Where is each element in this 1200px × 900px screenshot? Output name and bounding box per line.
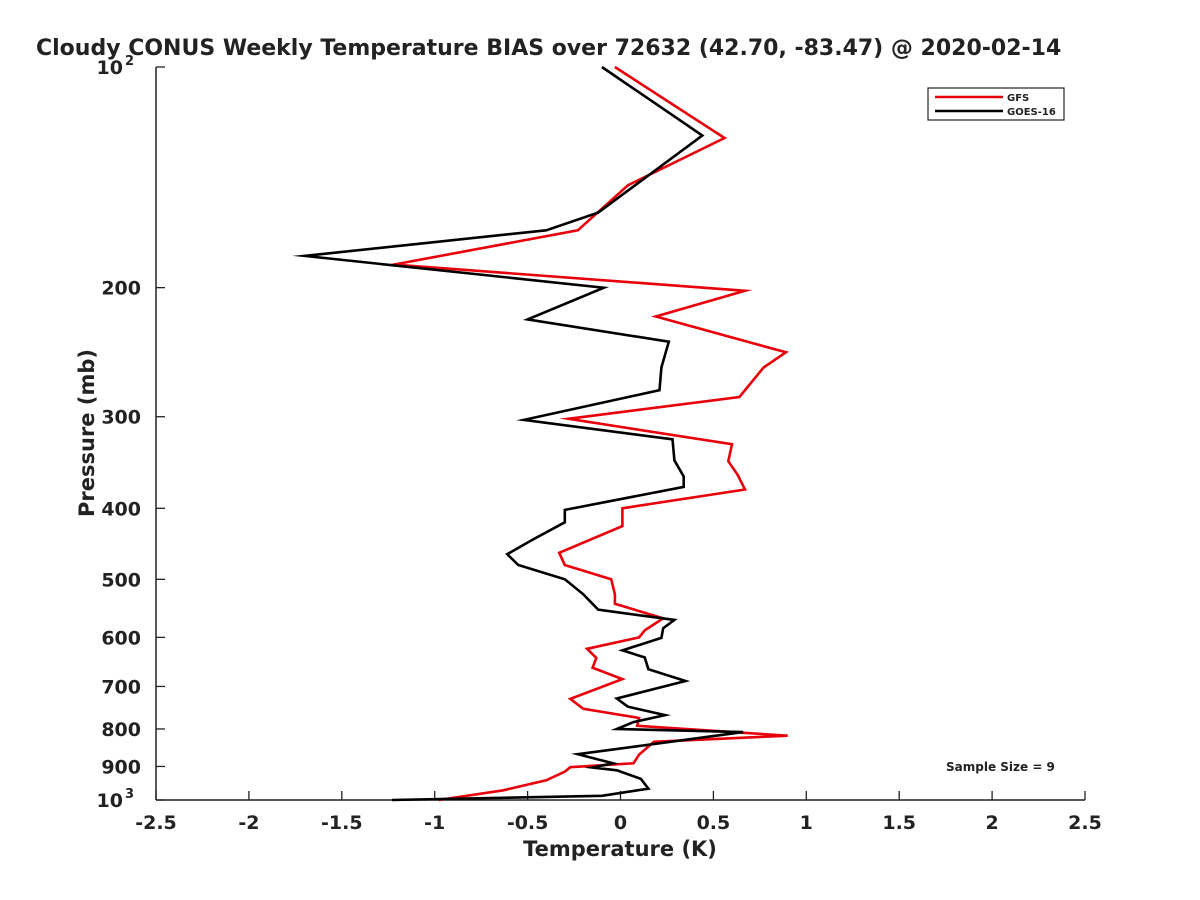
x-tick-label: 1 <box>800 812 813 834</box>
x-axis-label: Temperature (K) <box>523 837 717 861</box>
chart-title: Cloudy CONUS Weekly Temperature BIAS ove… <box>36 36 1061 61</box>
legend-label-gfs: GFS <box>1007 93 1029 104</box>
legend-label-goes16: GOES-16 <box>1007 107 1056 118</box>
y-tick-label: 200 <box>101 278 141 300</box>
y-tick-exponent: 3 <box>125 787 134 802</box>
x-tick-label: -2.5 <box>135 812 177 834</box>
x-tick-label: 0.5 <box>697 812 731 834</box>
x-tick-label: 2.5 <box>1068 812 1102 834</box>
y-tick-label: 300 <box>101 407 141 429</box>
y-tick-label-power: 10 <box>97 57 123 79</box>
legend: GFS GOES-16 <box>927 87 1065 121</box>
x-tick-label: -1.5 <box>321 812 363 834</box>
y-tick-exponent: 2 <box>125 54 134 69</box>
y-axis-label: Pressure (mb) <box>75 349 99 517</box>
x-tick-label: 1.5 <box>882 812 916 834</box>
series-line-gfs <box>383 65 789 802</box>
x-axis-ticks: -2.5 -2 -1.5 -1 -0.5 0 0.5 1 1.5 2 2.5 <box>135 791 1102 834</box>
y-tick-label: 900 <box>101 756 141 778</box>
y-tick-label-power: 10 <box>97 790 123 812</box>
legend-box <box>927 87 1065 121</box>
x-tick-label: 0 <box>614 812 627 834</box>
series-line-goes16 <box>292 65 744 802</box>
x-tick-label: 2 <box>985 812 998 834</box>
series-lines <box>292 65 789 802</box>
x-tick-label: -1 <box>424 812 445 834</box>
x-tick-label: -2 <box>238 812 259 834</box>
y-tick-label: 400 <box>101 498 141 520</box>
x-tick-label: -0.5 <box>507 812 549 834</box>
y-tick-label: 500 <box>101 569 141 591</box>
sample-size-annotation: Sample Size = 9 <box>946 760 1055 774</box>
y-tick-label: 600 <box>101 627 141 649</box>
y-tick-label: 700 <box>101 676 141 698</box>
y-tick-label: 800 <box>101 719 141 741</box>
